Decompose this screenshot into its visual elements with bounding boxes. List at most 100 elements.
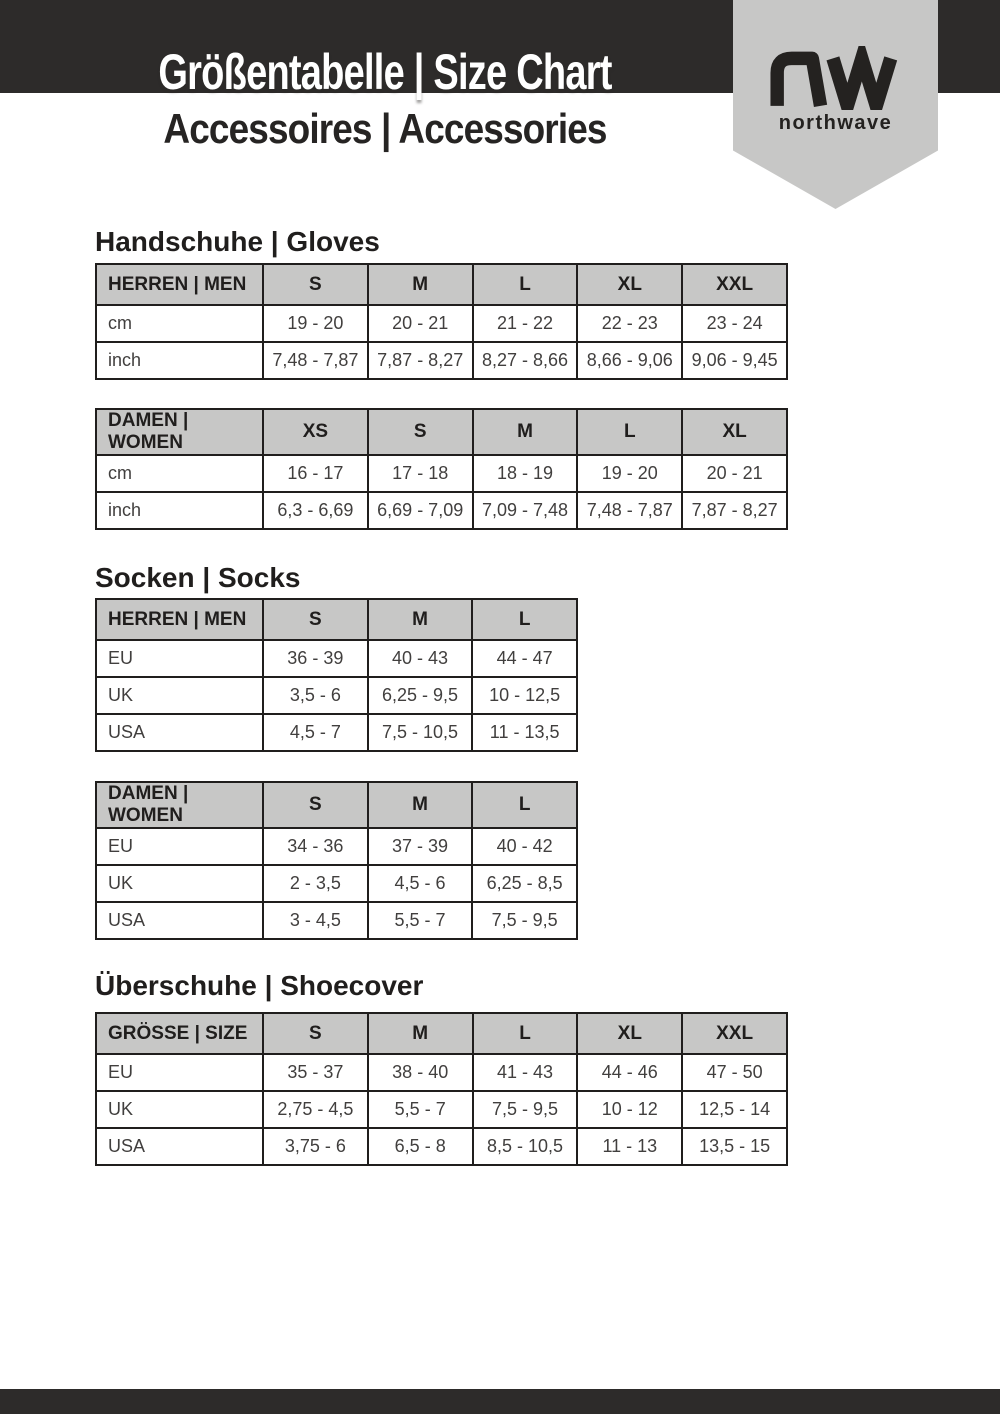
size-value: 44 - 47 bbox=[471, 639, 578, 678]
size-value: 4,5 - 6 bbox=[366, 864, 474, 903]
size-column-header: XXL bbox=[681, 263, 788, 306]
size-column-header: L bbox=[471, 263, 579, 306]
size-column-header: XS bbox=[262, 408, 369, 456]
page-subtitle: Accessoires | Accessories bbox=[163, 105, 607, 152]
row-label: UK bbox=[95, 864, 264, 903]
row-group-label: HERREN | MEN bbox=[95, 598, 264, 641]
size-column-header: XL bbox=[576, 263, 684, 306]
size-value: 6,25 - 9,5 bbox=[366, 676, 474, 715]
size-column-header: L bbox=[471, 598, 578, 641]
table-header-row: HERREN | MEN S M L XL XXL bbox=[95, 263, 788, 306]
size-value: 38 - 40 bbox=[366, 1053, 474, 1092]
size-value: 5,5 - 7 bbox=[366, 1090, 474, 1129]
table-socks-men: HERREN | MEN S M L EU 36 - 39 40 - 43 44 - 47 UK… bbox=[95, 598, 578, 752]
size-value: 3 - 4,5 bbox=[262, 901, 369, 940]
section-heading-gloves: Handschuhe | Gloves bbox=[95, 226, 380, 257]
size-value: 7,87 - 8,27 bbox=[681, 491, 788, 530]
row-label: USA bbox=[95, 713, 264, 752]
row-label: cm bbox=[95, 454, 264, 493]
size-value: 3,5 - 6 bbox=[262, 676, 369, 715]
size-column-header: L bbox=[471, 781, 578, 829]
size-column-header: S bbox=[262, 1012, 369, 1055]
size-value: 10 - 12 bbox=[576, 1090, 684, 1129]
size-value: 40 - 42 bbox=[471, 827, 578, 866]
page-title: Größentabelle | Size Chart bbox=[158, 44, 612, 100]
size-value: 7,5 - 9,5 bbox=[471, 901, 578, 940]
size-value: 6,5 - 8 bbox=[366, 1127, 474, 1166]
section-heading-shoecover: Überschuhe | Shoecover bbox=[95, 970, 424, 1001]
size-value: 6,3 - 6,69 bbox=[262, 491, 369, 530]
brand-pennant: northwave bbox=[733, 0, 938, 209]
size-value: 11 - 13,5 bbox=[471, 713, 578, 752]
northwave-logo-icon bbox=[770, 46, 898, 110]
table-row: EU 34 - 36 37 - 39 40 - 42 bbox=[95, 827, 578, 866]
size-value: 2,75 - 4,5 bbox=[262, 1090, 369, 1129]
table-gloves-women: DAMEN | WOMEN XS S M L XL cm 16 - 17 17 - 18 18 -… bbox=[95, 408, 788, 530]
table-row: inch 6,3 - 6,69 6,69 - 7,09 7,09 - 7,48 7,48… bbox=[95, 491, 788, 530]
size-column-header: M bbox=[366, 1012, 474, 1055]
size-value: 7,48 - 7,87 bbox=[262, 341, 369, 380]
table-row: EU 35 - 37 38 - 40 41 - 43 44 - 46 47 - 50 bbox=[95, 1053, 788, 1092]
size-value: 17 - 18 bbox=[366, 454, 474, 493]
table-row: UK 2 - 3,5 4,5 - 6 6,25 - 8,5 bbox=[95, 864, 578, 903]
row-label: USA bbox=[95, 901, 264, 940]
table-row: cm 19 - 20 20 - 21 21 - 22 22 - 23 23 - 24 bbox=[95, 304, 788, 343]
row-label: EU bbox=[95, 827, 264, 866]
size-value: 22 - 23 bbox=[576, 304, 684, 343]
table-header-row: DAMEN | WOMEN XS S M L XL bbox=[95, 408, 788, 456]
size-value: 19 - 20 bbox=[576, 454, 684, 493]
size-value: 40 - 43 bbox=[366, 639, 474, 678]
size-column-header: L bbox=[576, 408, 684, 456]
size-value: 7,87 - 8,27 bbox=[366, 341, 474, 380]
size-column-header: XL bbox=[576, 1012, 684, 1055]
table-row: UK 3,5 - 6 6,25 - 9,5 10 - 12,5 bbox=[95, 676, 578, 715]
size-value: 7,48 - 7,87 bbox=[576, 491, 684, 530]
size-column-header: M bbox=[366, 781, 474, 829]
table-row: EU 36 - 39 40 - 43 44 - 47 bbox=[95, 639, 578, 678]
size-value: 2 - 3,5 bbox=[262, 864, 369, 903]
table-header-row: HERREN | MEN S M L bbox=[95, 598, 578, 641]
table-row: USA 3 - 4,5 5,5 - 7 7,5 - 9,5 bbox=[95, 901, 578, 940]
size-value: 7,5 - 10,5 bbox=[366, 713, 474, 752]
size-value: 18 - 19 bbox=[471, 454, 579, 493]
size-value: 9,06 - 9,45 bbox=[681, 341, 788, 380]
size-column-header: L bbox=[471, 1012, 579, 1055]
size-value: 5,5 - 7 bbox=[366, 901, 474, 940]
table-row: inch 7,48 - 7,87 7,87 - 8,27 8,27 - 8,66 8,6… bbox=[95, 341, 788, 380]
size-column-header: S bbox=[262, 781, 369, 829]
size-column-header: XXL bbox=[681, 1012, 788, 1055]
table-gloves-men: HERREN | MEN S M L XL XXL cm 19 - 20 20 - 21 21 -… bbox=[95, 263, 788, 380]
size-value: 20 - 21 bbox=[681, 454, 788, 493]
size-value: 7,5 - 9,5 bbox=[471, 1090, 579, 1129]
row-label: EU bbox=[95, 1053, 264, 1092]
table-row: USA 4,5 - 7 7,5 - 10,5 11 - 13,5 bbox=[95, 713, 578, 752]
size-value: 37 - 39 bbox=[366, 827, 474, 866]
size-value: 6,69 - 7,09 bbox=[366, 491, 474, 530]
table-row: UK 2,75 - 4,5 5,5 - 7 7,5 - 9,5 10 - 12 12,5 … bbox=[95, 1090, 788, 1129]
row-group-label: DAMEN | WOMEN bbox=[95, 408, 264, 456]
size-value: 8,66 - 9,06 bbox=[576, 341, 684, 380]
size-value: 35 - 37 bbox=[262, 1053, 369, 1092]
size-value: 44 - 46 bbox=[576, 1053, 684, 1092]
size-value: 12,5 - 14 bbox=[681, 1090, 788, 1129]
size-value: 11 - 13 bbox=[576, 1127, 684, 1166]
size-value: 3,75 - 6 bbox=[262, 1127, 369, 1166]
size-value: 8,5 - 10,5 bbox=[471, 1127, 579, 1166]
section-heading-socks: Socken | Socks bbox=[95, 562, 301, 593]
size-column-header: S bbox=[262, 263, 369, 306]
size-value: 21 - 22 bbox=[471, 304, 579, 343]
row-label: inch bbox=[95, 341, 264, 380]
title-block: Größentabelle | Size Chart Accessoires |… bbox=[45, 0, 725, 170]
row-label: cm bbox=[95, 304, 264, 343]
size-column-header: M bbox=[366, 598, 474, 641]
size-value: 16 - 17 bbox=[262, 454, 369, 493]
size-value: 6,25 - 8,5 bbox=[471, 864, 578, 903]
size-column-header: S bbox=[366, 408, 474, 456]
row-label: UK bbox=[95, 1090, 264, 1129]
row-group-label: GRÖSSE | SIZE bbox=[95, 1012, 264, 1055]
size-column-header: M bbox=[366, 263, 474, 306]
table-header-row: DAMEN | WOMEN S M L bbox=[95, 781, 578, 829]
row-group-label: HERREN | MEN bbox=[95, 263, 264, 306]
row-label: USA bbox=[95, 1127, 264, 1166]
size-value: 47 - 50 bbox=[681, 1053, 788, 1092]
